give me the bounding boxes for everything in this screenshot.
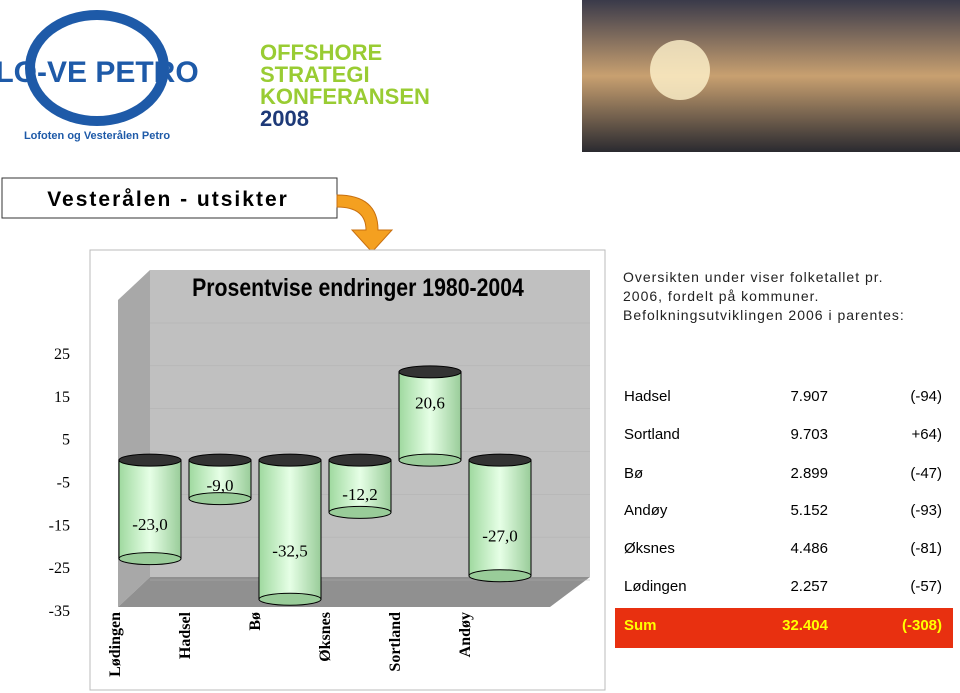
bar-group [118,453,182,566]
value-label: -32,5 [272,542,307,561]
table-cell: Lødingen [624,578,687,595]
table-cell: Sortland [624,426,680,443]
header-photo [582,0,960,152]
table-cell: (-308) [901,617,942,634]
x-tick-label: Andøy [457,612,474,657]
bar-top [468,453,532,467]
bar-bottom [328,505,392,519]
y-tick-label: 15 [54,389,70,406]
table-cell: 32.404 [782,617,828,634]
table-cell: Øksnes [624,540,675,557]
table-cell: 9.703 [790,426,828,443]
x-tick-label: Sortland [387,612,404,672]
y-tick-label: 5 [62,432,70,449]
table-cell: 4.486 [790,540,828,557]
table-cell: Sum [624,617,657,634]
value-label: 20,6 [415,394,445,413]
y-tick-label: -15 [49,517,70,534]
bar-bottom [258,592,322,606]
value-label: -27,0 [482,526,517,545]
intro-text: Oversikten under viser folketallet pr. 2… [623,269,905,323]
logo-text: LO-VE PETRO [0,56,199,89]
bar-top [118,453,182,467]
value-label: -23,0 [132,515,167,534]
value-label: -12,2 [342,485,377,504]
bar-group [258,453,322,606]
table-cell: (-93) [910,502,942,519]
bar [328,459,392,513]
table-cell: (-94) [910,388,942,405]
title-box [1,177,338,219]
table-cell: (-57) [910,578,942,595]
conf-line: KONFERANSEN [260,84,430,109]
table-cell: 7.907 [790,388,828,405]
logo-inner [35,20,159,116]
bar [258,459,322,600]
bar-group [468,453,532,583]
table-cell: Bø [624,465,644,482]
y-tick-label: -35 [49,603,70,620]
bar-bottom [468,569,532,583]
bar-group [398,365,462,467]
bar [118,459,182,560]
conf-line: 2008 [260,106,309,131]
conf-line: OFFSHORE [260,40,382,65]
bar-top [398,365,462,379]
y-tick-label: -25 [49,560,70,577]
logo-subtitle: Lofoten og Vesterålen Petro [24,130,170,142]
bar [398,371,462,461]
table-cell: 5.152 [790,502,828,519]
sum-row [615,608,953,648]
bar-top [328,453,392,467]
bar-group [328,453,392,519]
bar-bottom [118,552,182,566]
x-tick-label: Bø [247,612,264,631]
arrow [336,194,394,253]
bar [468,459,532,577]
bar-top [258,453,322,467]
table-cell: +64) [911,426,942,443]
value-label: -9,0 [207,476,234,495]
y-tick-label: -5 [57,475,70,492]
table-cell: (-47) [910,465,942,482]
slide-title: Vesterålen - utsikter [47,188,289,211]
table-cell: (-81) [910,540,942,557]
bar-bottom [188,492,252,506]
conf-line: STRATEGI [260,62,370,87]
x-tick-label: Lødingen [107,612,124,677]
conference-logo: OFFSHORE STRATEGI KONFERANSEN 2008 [260,40,430,131]
bar-group [188,453,252,506]
floor [118,577,590,607]
table-cell: 2.899 [790,465,828,482]
y-tick-label: 25 [54,346,70,363]
table-cell: Andøy [624,502,668,519]
chart-title: Prosentvise endringer 1980-2004 [192,273,524,301]
table-cell: 2.257 [790,578,828,595]
x-tick-label: Øksnes [317,612,334,662]
bar-bottom [398,453,462,467]
table-cell: Hadsel [624,388,671,405]
x-tick-label: Hadsel [177,611,194,659]
chart: Prosentvise endringer 1980-2004 25 15 5 -5 -1… [49,270,590,677]
bar-top [188,453,252,467]
sun [650,40,710,100]
